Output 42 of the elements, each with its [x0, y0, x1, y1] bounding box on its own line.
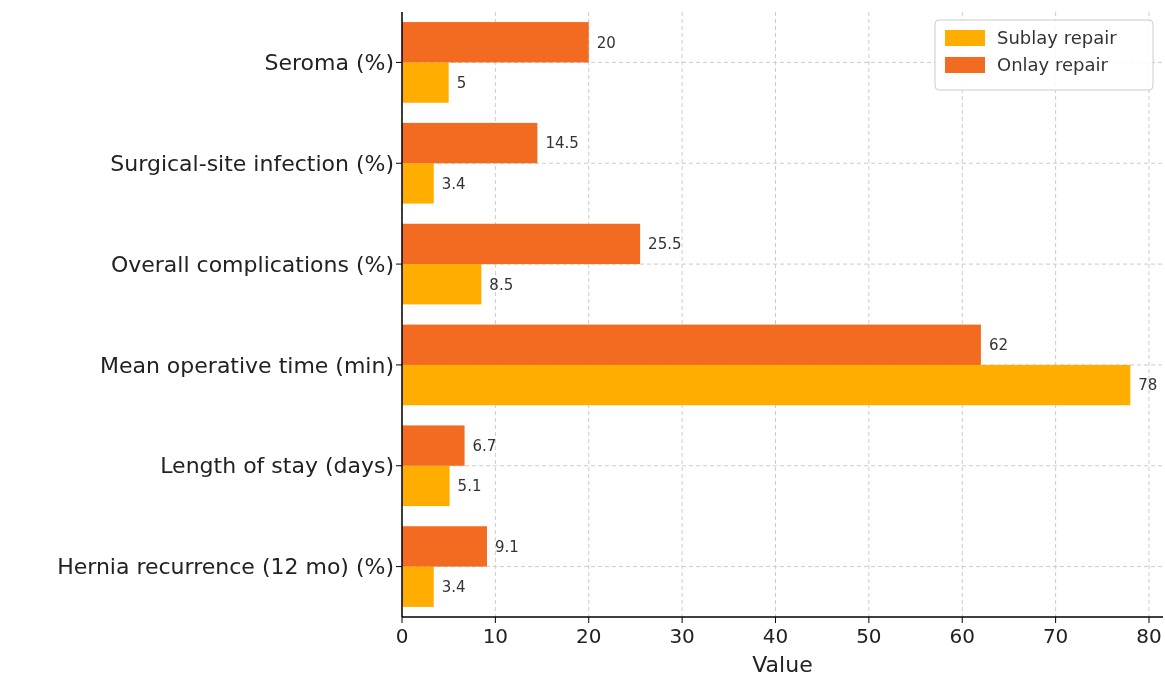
- bar: [402, 163, 434, 204]
- x-tick-label: 50: [856, 624, 882, 648]
- bar: [402, 324, 981, 365]
- bar: [402, 465, 450, 507]
- data-label: 14.5: [545, 134, 579, 153]
- x-tick-label: 70: [1042, 624, 1069, 648]
- bar: [402, 62, 449, 103]
- data-label: 3.4: [441, 174, 466, 193]
- y-tick-label: Overall complications (%): [110, 251, 394, 277]
- bar: [402, 425, 465, 466]
- data-label: 5: [456, 73, 467, 92]
- x-tick-label: 80: [1136, 624, 1162, 648]
- x-axis-title: Value: [752, 652, 813, 677]
- data-label: 62: [988, 336, 1009, 354]
- y-tick-label: Length of stay (days): [160, 453, 394, 479]
- data-label: 6.7: [472, 436, 497, 455]
- x-tick-label: 40: [762, 624, 789, 648]
- data-label: 8.5: [489, 275, 514, 294]
- bar: [402, 364, 1131, 406]
- y-tick-label: Surgical-site infection (%): [110, 150, 394, 176]
- x-tick-label: 60: [949, 624, 975, 648]
- x-tick-label: 30: [669, 624, 695, 648]
- x-tick-label: 10: [482, 624, 509, 648]
- y-tick-label: Hernia recurrence (12 mo) (%): [57, 554, 394, 580]
- data-label: 5.1: [457, 477, 482, 496]
- data-label: 9.1: [494, 537, 519, 556]
- data-label: 3.4: [441, 578, 466, 596]
- y-tick-label: Mean operative time (min): [99, 352, 394, 378]
- bar: [402, 223, 641, 265]
- data-label: 78: [1138, 376, 1158, 395]
- y-tick-label: Seroma (%): [264, 50, 394, 76]
- bar: [402, 122, 538, 164]
- bar: [402, 526, 487, 567]
- bar: [402, 22, 589, 63]
- x-tick-label: 20: [576, 624, 602, 648]
- x-tick-label: 0: [395, 624, 409, 648]
- legend-label: Sublay repair: [997, 27, 1118, 49]
- data-label: 25.5: [648, 235, 682, 254]
- bar: [402, 264, 482, 305]
- bar: [402, 566, 434, 607]
- legend-label: Onlay repair: [997, 54, 1109, 76]
- data-label: 20: [596, 33, 616, 52]
